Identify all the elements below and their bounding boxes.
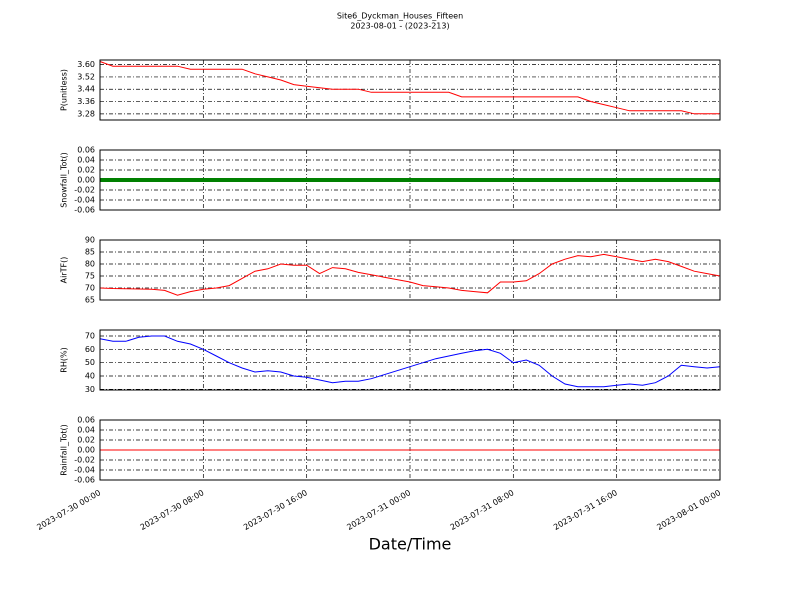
- y-tick-label: 40: [85, 372, 95, 381]
- axes-frame: [99, 149, 721, 211]
- x-tick-label: 2023-07-30 08:00: [139, 488, 206, 532]
- x-tick-label: 2023-07-31 16:00: [552, 488, 619, 532]
- data-line: [99, 335, 721, 388]
- x-tick-label: 2023-07-30 00:00: [35, 488, 102, 532]
- y-tick-label: 70: [85, 332, 95, 341]
- y-tick-label: 70: [85, 284, 95, 293]
- y-tick-label: 80: [85, 260, 95, 269]
- data-line: [99, 253, 721, 296]
- y-axis-label: Rainfall_Tot(): [60, 424, 69, 476]
- y-tick-label: 3.44: [77, 85, 95, 94]
- y-tick-label: -0.02: [74, 456, 95, 465]
- y-tick-label: 90: [85, 236, 95, 245]
- data-line: [99, 61, 720, 115]
- y-axis-label: AirTF(): [60, 257, 69, 284]
- y-tick-label: -0.02: [74, 186, 95, 195]
- axes-frame: [99, 239, 721, 301]
- y-axis-label: P(unitless): [60, 69, 69, 111]
- y-tick-label: 0.02: [77, 166, 95, 175]
- y-tick-label: 0.06: [77, 416, 95, 425]
- y-axis-label: Snowfall_Tot(): [60, 152, 69, 208]
- y-tick-label: 60: [85, 345, 95, 354]
- y-tick-label: 0.00: [77, 176, 95, 185]
- y-tick-label: -0.06: [74, 206, 95, 215]
- y-tick-label: 3.60: [77, 60, 95, 69]
- y-tick-label: 0.02: [77, 436, 95, 445]
- y-tick-label: 0.04: [77, 156, 95, 165]
- y-tick-label: -0.04: [74, 466, 95, 475]
- x-tick-label: 2023-08-01 00:00: [655, 488, 722, 532]
- axes-frame: [99, 59, 721, 121]
- y-tick-label: 30: [85, 385, 95, 394]
- y-tick-label: 0.04: [77, 426, 95, 435]
- x-axis-label: Date/Time: [369, 535, 452, 554]
- y-tick-label: 50: [85, 358, 95, 367]
- axes-frame: [99, 419, 721, 481]
- axes-frame: [99, 329, 721, 391]
- y-axis-label: RH(%): [60, 347, 69, 372]
- y-tick-label: 3.28: [77, 109, 95, 118]
- y-tick-label: 0.00: [77, 446, 95, 455]
- y-tick-label: 85: [85, 248, 95, 257]
- y-tick-label: 0.06: [77, 146, 95, 155]
- chart-subtitle: 2023-08-01 - (2023-213): [350, 22, 449, 31]
- x-tick-label: 2023-07-31 00:00: [345, 488, 412, 532]
- y-tick-label: 3.52: [77, 72, 95, 81]
- y-tick-label: 3.36: [77, 97, 95, 106]
- y-tick-label: 75: [85, 272, 95, 281]
- y-tick-label: -0.04: [74, 196, 95, 205]
- y-tick-label: 65: [85, 296, 95, 305]
- x-tick-label: 2023-07-30 16:00: [242, 488, 309, 532]
- y-tick-label: -0.06: [74, 476, 95, 485]
- chart-title: Site6_Dyckman_Houses_Fifteen: [337, 12, 463, 21]
- x-tick-label: 2023-07-31 08:00: [449, 488, 516, 532]
